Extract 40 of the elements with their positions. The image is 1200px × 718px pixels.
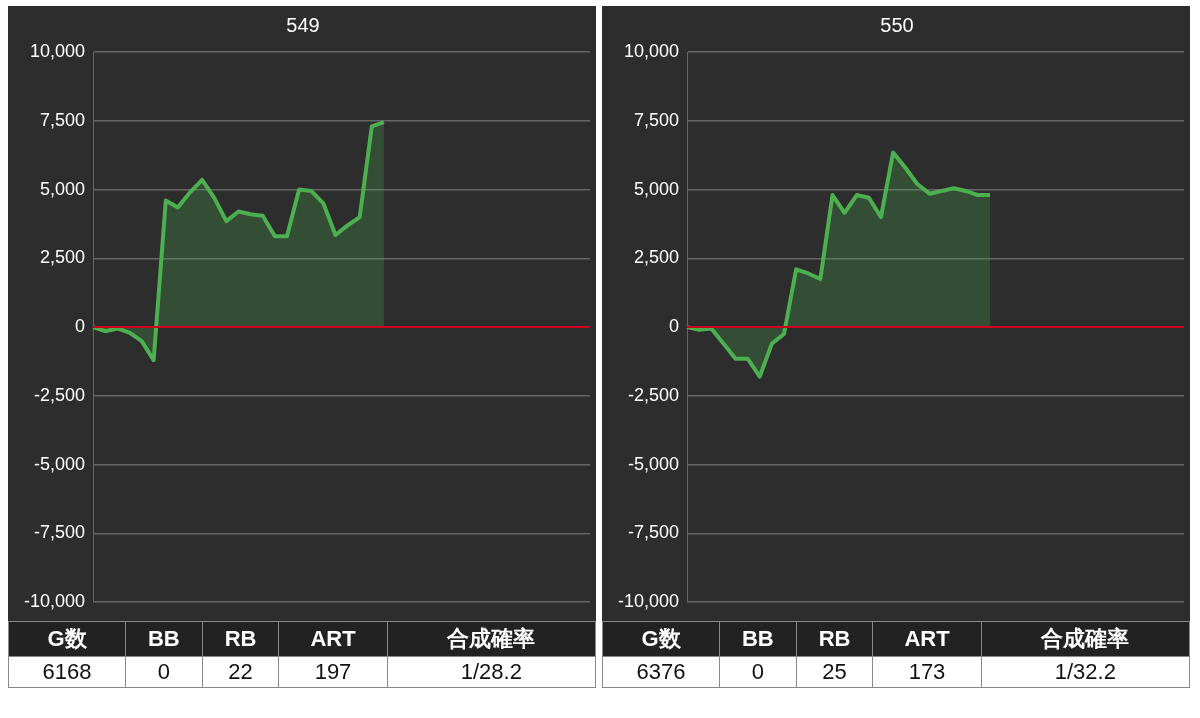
y-tick-label: 7,500	[40, 109, 86, 130]
text: 0	[125, 656, 203, 688]
text: RB	[202, 621, 279, 657]
y-tick-label: 7,500	[634, 109, 680, 130]
text: 合成確率	[981, 621, 1190, 657]
y-tick-label: 2,500	[634, 247, 680, 268]
y-tick-label: -5,000	[34, 453, 86, 474]
text: RB	[796, 621, 873, 657]
text: BB	[125, 621, 203, 657]
y-tick-label: -7,500	[34, 522, 86, 543]
y-tick-label: -5,000	[628, 453, 680, 474]
text: 173	[872, 656, 982, 688]
chart-title: 549	[286, 13, 320, 36]
text: ART	[872, 621, 982, 657]
text: G数	[8, 621, 126, 657]
y-tick-label: -10,000	[23, 591, 86, 612]
y-tick-label: -2,500	[628, 384, 680, 405]
text: G数	[602, 621, 720, 657]
text: 1/28.2	[387, 656, 596, 688]
text: 25	[796, 656, 873, 688]
y-tick-label: 5,000	[40, 178, 86, 199]
text: 0	[719, 656, 797, 688]
y-tick-label: -10,000	[617, 591, 680, 612]
text: 1/32.2	[981, 656, 1190, 688]
text: 197	[278, 656, 388, 688]
text: BB	[719, 621, 797, 657]
text: 6376	[602, 656, 720, 688]
y-tick-label: -2,500	[34, 384, 86, 405]
text: 6168	[8, 656, 126, 688]
y-tick-label: 2,500	[40, 247, 86, 268]
text: 22	[202, 656, 279, 688]
y-tick-label: 0	[669, 316, 680, 337]
y-tick-label: 0	[75, 316, 86, 337]
text: ART	[278, 621, 388, 657]
y-tick-label: 5,000	[634, 178, 680, 199]
y-tick-label: 10,000	[29, 40, 86, 61]
chart-title: 550	[880, 13, 914, 36]
y-tick-label: 10,000	[623, 40, 680, 61]
y-tick-label: -7,500	[628, 522, 680, 543]
text: 合成確率	[387, 621, 596, 657]
